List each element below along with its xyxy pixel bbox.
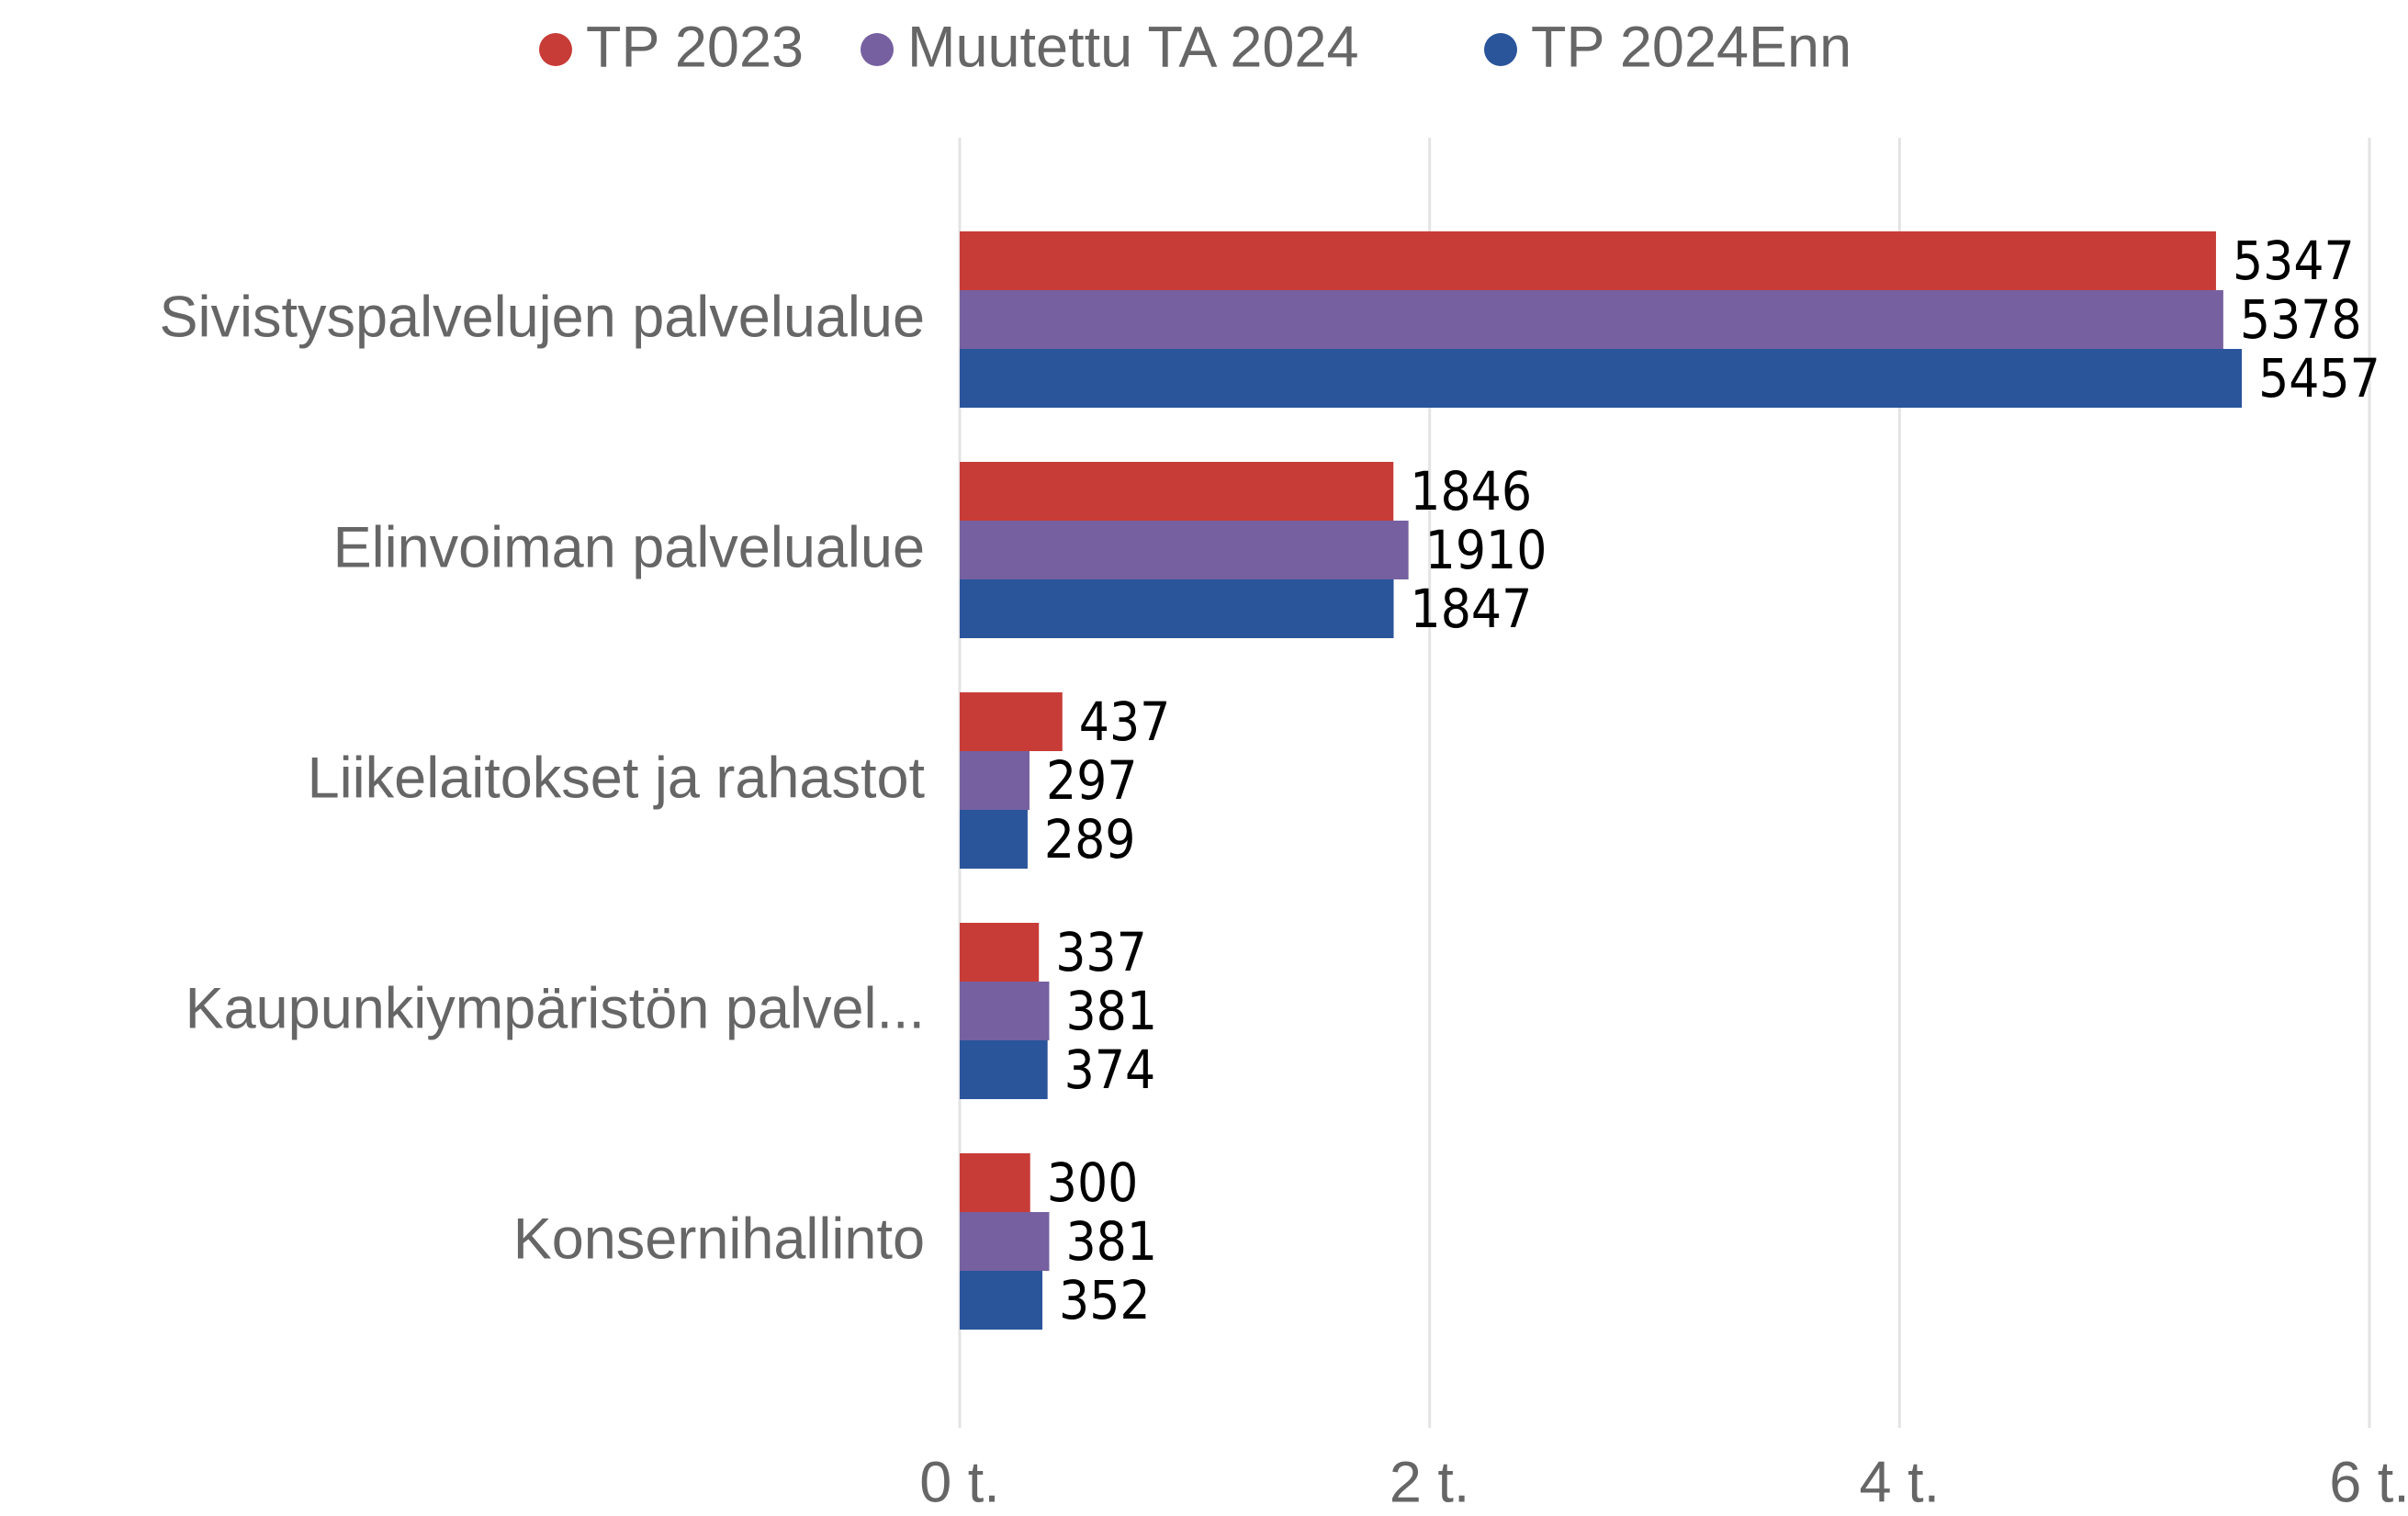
legend-label: TP 2023 xyxy=(586,16,804,80)
bar xyxy=(960,521,1409,579)
legend-marker xyxy=(539,33,572,66)
x-tick-label: 2 t. xyxy=(1390,1451,1470,1515)
bar xyxy=(960,462,1394,521)
value-label: 1847 xyxy=(1411,578,1533,640)
value-label: 337 xyxy=(1055,921,1147,983)
value-label: 381 xyxy=(1065,980,1157,1042)
value-label: 437 xyxy=(1079,691,1171,753)
bar xyxy=(960,810,1028,869)
category-label: Sivistyspalvelujen palvelualue xyxy=(160,286,926,350)
category-label: Liikelaitokset ja rahastot xyxy=(308,747,926,811)
value-label: 297 xyxy=(1046,749,1138,812)
bar xyxy=(960,982,1050,1040)
bar xyxy=(960,692,1063,751)
bar xyxy=(960,579,1394,638)
value-label: 374 xyxy=(1064,1039,1156,1101)
category-label: Kaupunkiympäristön palvel... xyxy=(186,977,925,1041)
x-tick-label: 4 t. xyxy=(1860,1451,1941,1515)
value-label: 381 xyxy=(1065,1210,1157,1273)
bar xyxy=(960,231,2216,290)
bar xyxy=(960,1153,1030,1212)
legend-label: TP 2024Enn xyxy=(1531,16,1851,80)
bar xyxy=(960,1040,1048,1099)
value-label: 352 xyxy=(1059,1269,1151,1331)
value-label: 1846 xyxy=(1410,460,1532,522)
value-label: 5347 xyxy=(2233,230,2355,292)
legend-label: Muutettu TA 2024 xyxy=(907,16,1359,80)
value-label: 1910 xyxy=(1425,519,1547,581)
value-label: 5378 xyxy=(2240,288,2362,351)
value-label: 300 xyxy=(1047,1151,1139,1214)
value-label: 5457 xyxy=(2258,347,2380,410)
bar xyxy=(960,1271,1043,1330)
legend-marker xyxy=(861,33,894,66)
x-tick-label: 0 t. xyxy=(919,1451,1000,1515)
category-label: Elinvoiman palvelualue xyxy=(333,516,925,580)
bar xyxy=(960,923,1040,982)
bar xyxy=(960,290,2223,349)
legend-marker xyxy=(1484,33,1517,66)
bar xyxy=(960,1212,1050,1271)
x-tick-label: 6 t. xyxy=(2329,1451,2408,1515)
bar xyxy=(960,751,1030,810)
value-label: 289 xyxy=(1044,808,1136,870)
category-label: Konsernihallinto xyxy=(513,1207,925,1272)
bar xyxy=(960,349,2243,408)
